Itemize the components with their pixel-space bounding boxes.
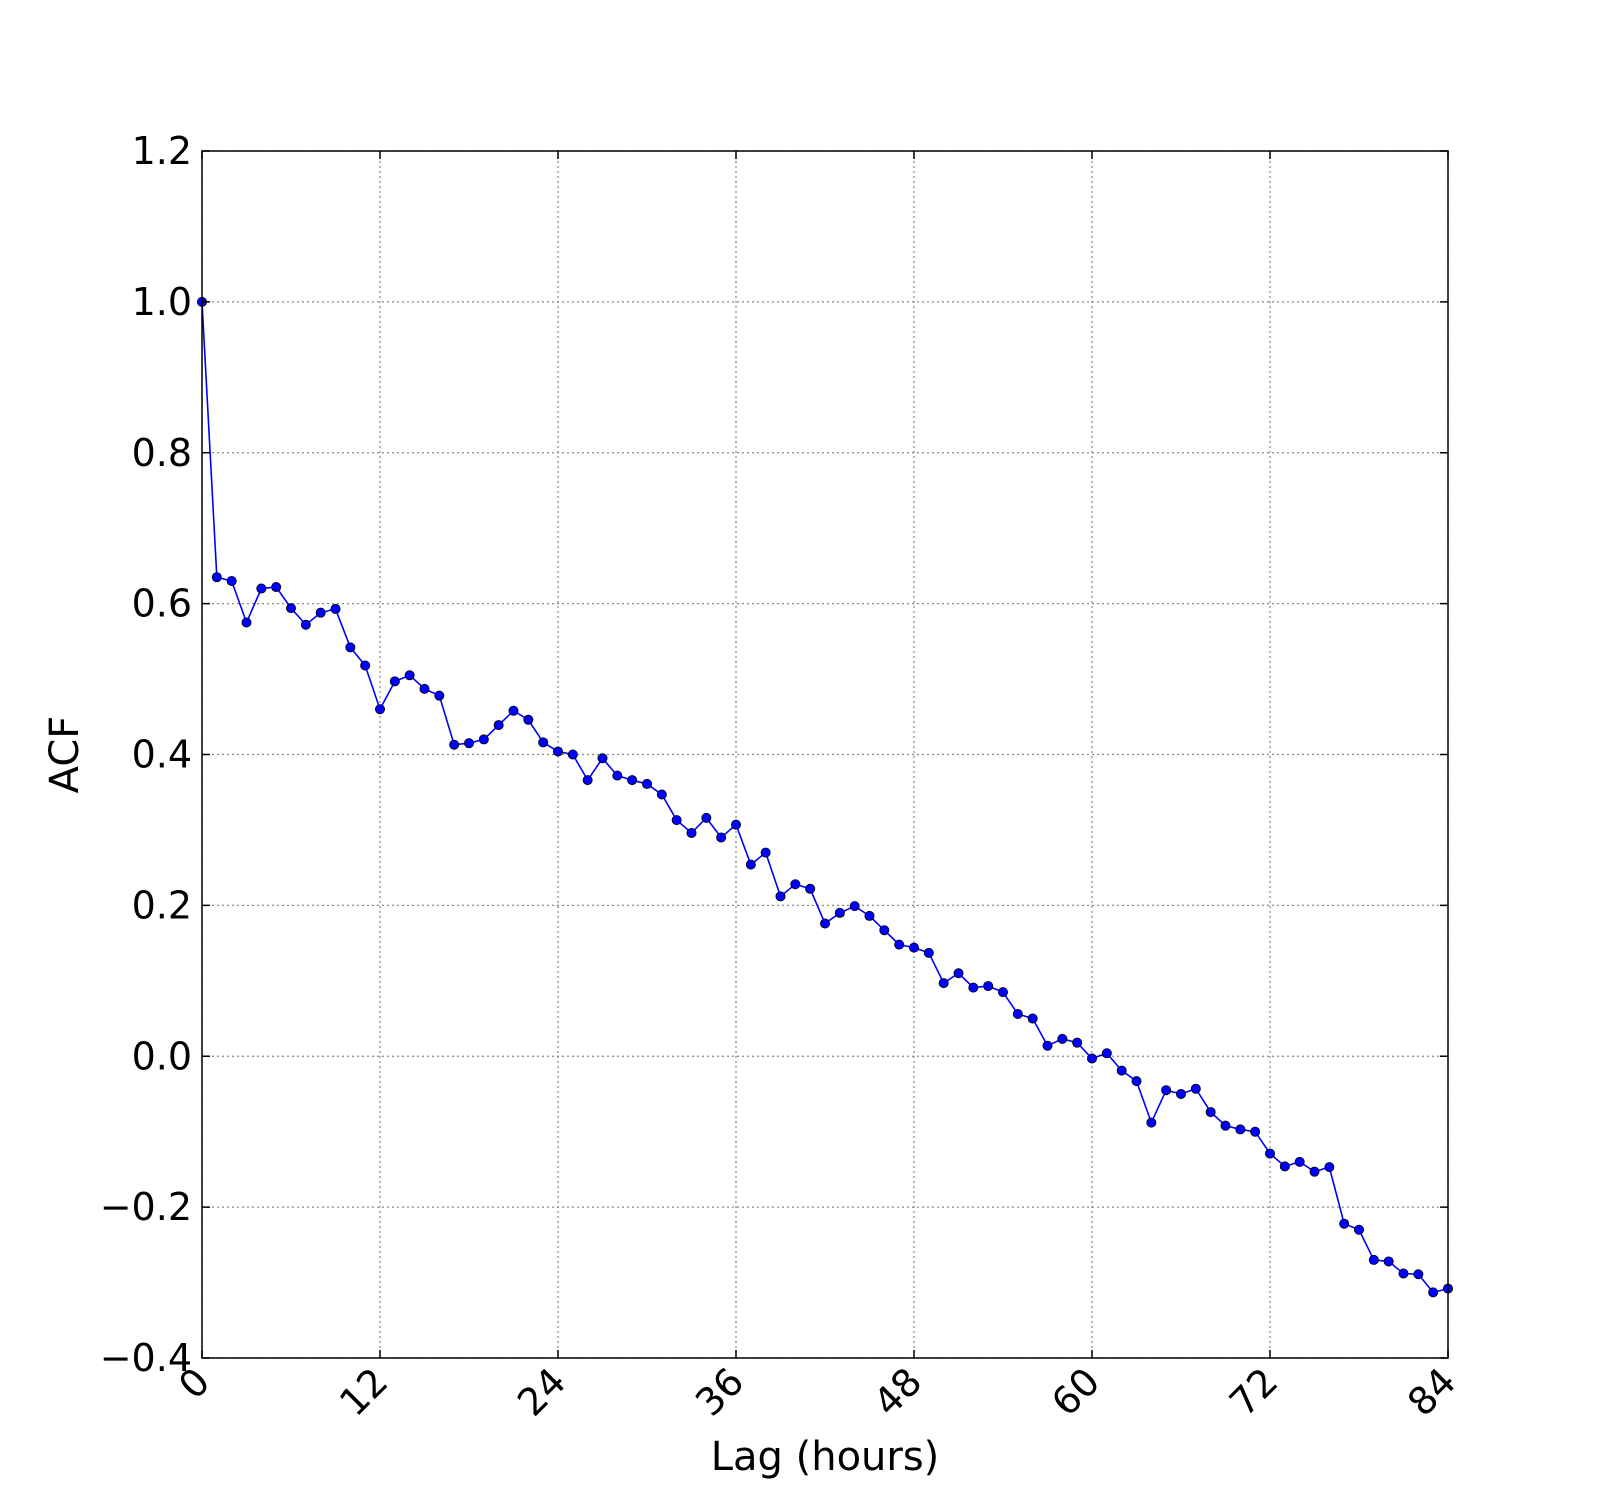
y-tick-label: −0.2 <box>100 1185 192 1229</box>
acf-point <box>285 603 296 614</box>
acf-point <box>300 619 311 630</box>
acf-point <box>998 987 1009 998</box>
acf-point <box>1131 1076 1142 1087</box>
y-tick-label: −0.4 <box>100 1336 192 1380</box>
acf-point <box>671 815 682 826</box>
acf-point <box>241 617 252 628</box>
acf-point <box>938 978 949 989</box>
acf-point <box>1294 1156 1305 1167</box>
y-tick-label: 0.4 <box>132 733 192 777</box>
acf-point <box>523 714 534 725</box>
acf-point <box>923 947 934 958</box>
acf-point <box>1309 1166 1320 1177</box>
acf-point <box>1368 1254 1379 1265</box>
acf-point <box>1205 1107 1216 1118</box>
acf-point <box>1161 1085 1172 1096</box>
acf-point <box>849 901 860 912</box>
acf-point <box>760 847 771 858</box>
acf-point <box>567 749 578 760</box>
acf-point <box>597 753 608 764</box>
acf-point <box>582 775 593 786</box>
acf-point <box>1116 1065 1127 1076</box>
acf-point <box>226 575 237 586</box>
series-layer <box>196 296 1454 1298</box>
acf-point <box>686 827 697 838</box>
acf-point <box>642 778 653 789</box>
acf-point <box>404 670 415 681</box>
acf-point <box>1176 1088 1187 1099</box>
acf-point <box>1383 1256 1394 1267</box>
acf-point <box>1279 1161 1290 1172</box>
acf-point <box>775 891 786 902</box>
acf-point <box>508 705 519 716</box>
acf-point <box>271 582 282 593</box>
acf-point <box>1087 1053 1098 1064</box>
y-tick-label: 0.6 <box>132 582 192 626</box>
acf-point <box>805 883 816 894</box>
acf-point <box>731 819 742 830</box>
acf-point <box>909 942 920 953</box>
acf-point <box>894 939 905 950</box>
y-tick-label: 0.8 <box>132 431 192 475</box>
acf-point <box>1324 1162 1335 1173</box>
acf-point <box>612 770 623 781</box>
acf-point <box>968 982 979 993</box>
acf-point <box>1398 1268 1409 1279</box>
acf-point <box>1146 1117 1157 1128</box>
x-axis-label: Lag (hours) <box>711 1434 940 1480</box>
acf-point <box>716 832 727 843</box>
acf-point <box>953 968 964 979</box>
acf-point <box>1428 1287 1439 1298</box>
acf-point <box>701 812 712 823</box>
acf-point <box>1042 1040 1053 1051</box>
y-tick-label: 1.0 <box>132 280 192 324</box>
acf-point <box>553 746 564 757</box>
acf-point <box>790 879 801 890</box>
acf-point <box>1220 1120 1231 1131</box>
ticks <box>201 150 1449 1359</box>
acf-point <box>1072 1037 1083 1048</box>
acf-point <box>1027 1013 1038 1024</box>
acf-point <box>1012 1009 1023 1020</box>
acf-point <box>745 859 756 870</box>
acf-point <box>1235 1124 1246 1135</box>
acf-point <box>389 676 400 687</box>
acf-point <box>256 583 267 594</box>
acf-point <box>211 572 222 583</box>
acf-point <box>360 660 371 671</box>
y-axis-label: ACF <box>42 716 88 794</box>
acf-point <box>419 683 430 694</box>
y-tick-label: 0.2 <box>132 883 192 927</box>
acf-point <box>627 775 638 786</box>
acf-point <box>1190 1083 1201 1094</box>
y-tick-labels: −0.4 −0.2 0.0 0.2 0.4 0.6 0.8 1.0 1.2 <box>100 129 192 1380</box>
acf-point <box>449 739 460 750</box>
acf-point <box>1057 1033 1068 1044</box>
acf-point <box>538 737 549 748</box>
acf-point <box>864 910 875 921</box>
acf-point <box>434 690 445 701</box>
acf-point <box>315 607 326 618</box>
acf-point <box>1354 1224 1365 1235</box>
y-tick-label: 0.0 <box>132 1034 192 1078</box>
acf-point <box>1101 1048 1112 1059</box>
acf-point <box>656 789 667 800</box>
acf-point <box>1339 1218 1350 1229</box>
acf-point <box>345 642 356 653</box>
acf-point <box>330 603 341 614</box>
acf-point <box>983 981 994 992</box>
acf-point <box>820 918 831 929</box>
acf-point <box>1413 1269 1424 1280</box>
y-tick-label: 1.2 <box>132 129 192 173</box>
acf-point <box>1250 1126 1261 1137</box>
acf-point <box>1265 1148 1276 1159</box>
acf-point <box>834 907 845 918</box>
acf-point <box>374 704 385 715</box>
acf-point <box>463 738 474 749</box>
acf-point <box>478 734 489 745</box>
acf-point <box>879 925 890 936</box>
acf-point <box>493 720 504 731</box>
